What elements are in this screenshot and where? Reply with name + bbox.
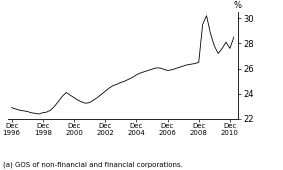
- Text: (a) GOS of non-financial and financial corporations.: (a) GOS of non-financial and financial c…: [3, 162, 183, 168]
- Text: %: %: [234, 1, 242, 10]
